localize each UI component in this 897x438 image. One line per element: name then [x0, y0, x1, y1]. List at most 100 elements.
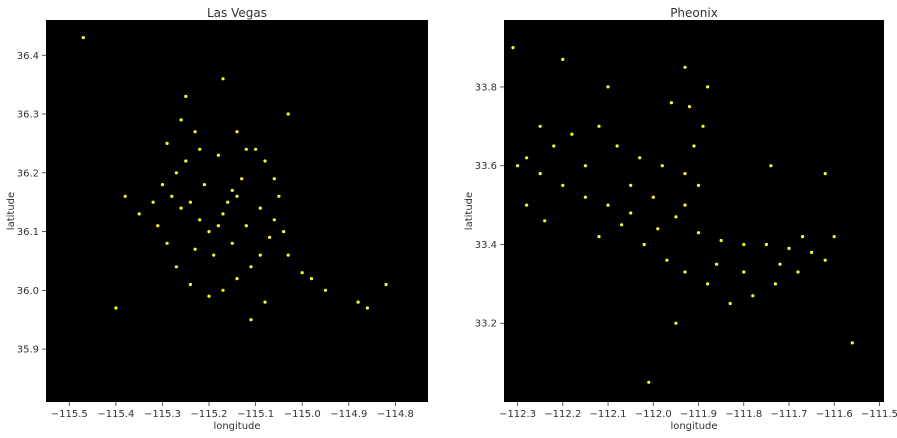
data-point: [642, 242, 646, 247]
data-point: [212, 253, 216, 257]
y-tick-label: 36.1: [17, 227, 39, 238]
data-point: [583, 195, 588, 199]
y-tick-label: 36.3: [17, 110, 39, 121]
data-point: [272, 177, 276, 181]
data-point: [202, 183, 206, 187]
data-point: [323, 288, 328, 292]
x-tick-label: −112.1: [590, 409, 627, 420]
data-point: [179, 206, 183, 210]
data-point: [669, 101, 674, 105]
x-axis-label: longitude: [213, 421, 260, 432]
data-point: [674, 321, 678, 325]
data-point: [706, 85, 710, 89]
data-point: [715, 262, 719, 266]
data-point: [656, 227, 660, 231]
data-point: [365, 306, 369, 310]
data-point: [629, 211, 633, 215]
y-tick-label: 36.4: [17, 51, 39, 62]
x-tick-label: −112.3: [499, 409, 536, 420]
data-point: [137, 212, 141, 216]
data-point: [674, 215, 678, 219]
scatter-points: [81, 36, 388, 322]
data-point: [660, 164, 664, 168]
x-ticks: −112.3 −112.2 −112.1 −112.0 −111.9 −111.8 −111…: [499, 402, 897, 420]
x-tick-label: −112.0: [635, 409, 672, 420]
data-point: [198, 147, 202, 151]
data-point: [193, 130, 197, 134]
data-point: [683, 270, 687, 274]
data-point: [254, 147, 258, 151]
y-ticks: 35.9 36.0 36.1 36.2 36.3 36.4: [17, 51, 46, 356]
data-point: [216, 224, 220, 228]
data-point: [561, 57, 565, 62]
data-point: [687, 105, 692, 109]
data-point: [606, 203, 610, 207]
x-tick-label: −115.2: [191, 409, 228, 420]
data-point: [184, 94, 188, 98]
y-tick-label: 33.8: [475, 82, 497, 93]
data-point: [778, 262, 782, 266]
data-point: [286, 112, 290, 116]
data-point: [543, 219, 547, 223]
data-point: [516, 164, 520, 168]
data-point: [230, 188, 234, 192]
data-point: [823, 258, 827, 262]
data-point: [198, 218, 202, 222]
x-tick-label: −111.8: [725, 409, 762, 420]
data-point: [583, 164, 588, 168]
data-point: [188, 282, 192, 287]
data-point: [277, 194, 281, 198]
data-point: [235, 277, 239, 281]
data-point: [692, 144, 696, 148]
chart-title: Las Vegas: [207, 6, 267, 20]
data-point: [647, 380, 651, 384]
data-point: [179, 118, 183, 122]
data-point: [263, 300, 267, 304]
data-point: [230, 241, 234, 245]
data-point: [174, 265, 178, 269]
data-point: [244, 147, 248, 151]
data-point: [286, 253, 290, 257]
data-point: [170, 194, 174, 198]
x-tick-label: −115.4: [97, 409, 134, 420]
data-point: [268, 235, 272, 239]
data-point: [850, 341, 854, 345]
y-tick-label: 33.6: [475, 161, 497, 172]
data-point: [235, 130, 239, 134]
x-tick-label: −114.8: [377, 409, 414, 420]
data-point: [651, 195, 655, 199]
data-point: [787, 246, 791, 250]
data-point: [706, 282, 710, 286]
data-point: [216, 153, 220, 157]
x-tick-label: −115.0: [284, 409, 321, 420]
data-point: [728, 301, 732, 306]
x-tick-label: −112.2: [544, 409, 581, 420]
x-tick-label: −111.5: [861, 409, 897, 420]
x-tick-label: −111.7: [770, 409, 807, 420]
data-point: [151, 200, 155, 204]
data-point: [683, 65, 687, 69]
data-point: [272, 218, 276, 222]
data-point: [615, 144, 619, 148]
chart-title: Pheonix: [670, 6, 718, 20]
data-point: [773, 282, 778, 286]
data-point: [165, 241, 169, 245]
y-tick-label: 33.4: [475, 240, 497, 251]
data-point: [240, 177, 244, 181]
data-point: [193, 247, 197, 251]
x-tick-label: −115.3: [144, 409, 181, 420]
y-tick-label: 36.2: [17, 168, 39, 179]
data-point: [620, 223, 624, 227]
data-point: [511, 46, 515, 50]
las-vegas-axes: Las Vegas −115.5 −115.4 −115.3 −115.2 −115.1…: [6, 6, 428, 432]
data-point: [597, 235, 601, 239]
data-point: [226, 200, 230, 204]
data-point: [810, 250, 814, 254]
data-point: [384, 282, 388, 287]
data-point: [696, 231, 701, 235]
data-point: [701, 124, 705, 128]
y-tick-label: 36.0: [17, 286, 39, 297]
data-point: [597, 124, 601, 128]
data-point: [221, 288, 225, 292]
